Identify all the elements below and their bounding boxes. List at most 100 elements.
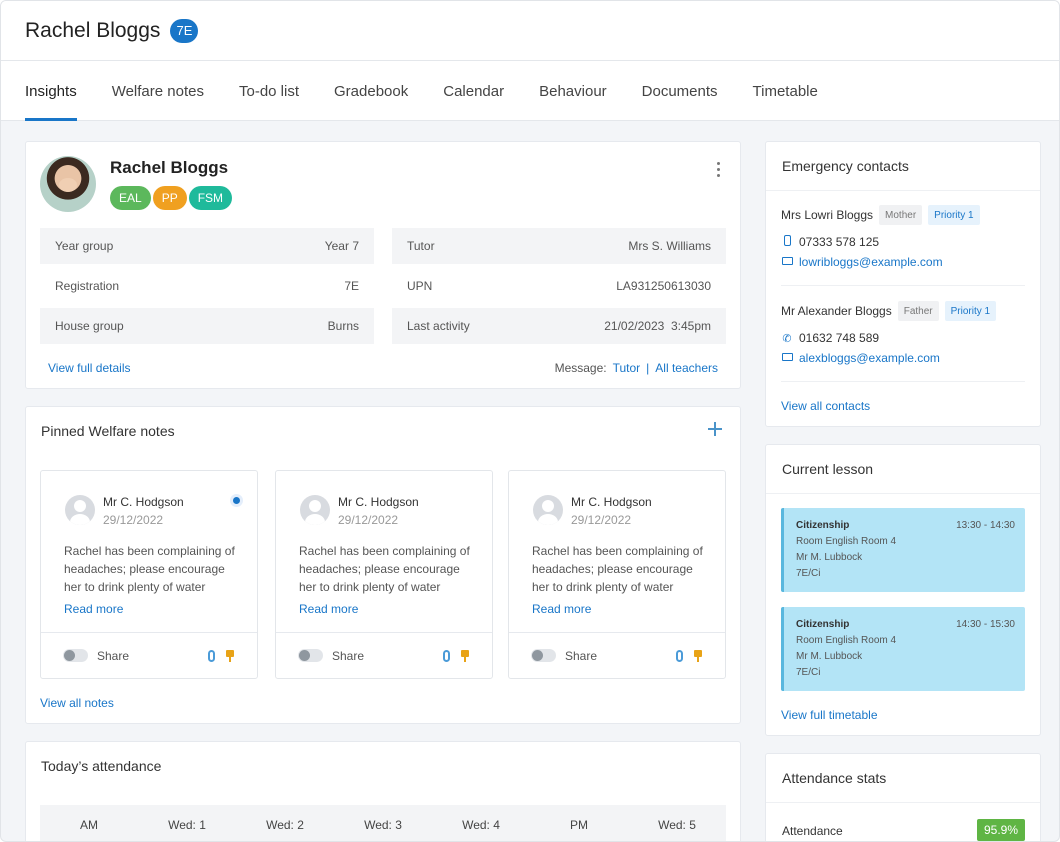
pin-icon[interactable] [460, 649, 470, 662]
note-body: Rachel has been complaining of headaches… [299, 544, 470, 594]
attendance-card: Today’s attendance AM Wed: 1 Wed: 2 Wed:… [25, 741, 741, 841]
detail-value: Burns [327, 319, 359, 333]
tab-documents[interactable]: Documents [641, 82, 718, 100]
contact-name-row: Mrs Lowri Bloggs Mother Priority 1 [781, 205, 980, 225]
divider [781, 285, 1025, 286]
detail-label: House group [55, 319, 124, 333]
detail-value: LA931250613030 [616, 279, 711, 293]
page-title: Rachel Bloggs [25, 18, 161, 42]
message-all-teachers-link[interactable]: All teachers [655, 361, 718, 375]
detail-value: 7E [344, 279, 359, 293]
detail-house-group: House group Burns [40, 308, 374, 344]
paperclip-icon[interactable] [443, 649, 450, 662]
note-body: Rachel has been complaining of headaches… [64, 544, 235, 594]
read-more-link[interactable]: Read more [64, 602, 124, 616]
note-footer: Share [41, 632, 257, 678]
detail-label: Registration [55, 279, 120, 293]
share-toggle[interactable] [298, 649, 323, 662]
lesson-room: Room English Room 4 [796, 536, 897, 547]
read-more-link[interactable]: Read more [532, 602, 592, 616]
add-note-icon[interactable] [708, 422, 722, 436]
lesson-title: Current lesson [782, 461, 874, 477]
chip-eal: EAL [110, 186, 151, 210]
view-full-details-link[interactable]: View full details [48, 361, 131, 375]
page-header: Rachel Bloggs 7E [1, 1, 1059, 61]
tab-welfare-notes[interactable]: Welfare notes [111, 82, 204, 100]
contact-name: Mrs Lowri Bloggs [781, 208, 874, 222]
attendance-header-row: AM Wed: 1 Wed: 2 Wed: 3 Wed: 4 PM Wed: 5 [40, 805, 726, 841]
attendance-column-header: Wed: 3 [364, 818, 402, 832]
detail-year-group: Year group Year 7 [40, 228, 374, 264]
view-all-contacts-link[interactable]: View all contacts [781, 399, 871, 413]
lesson-time: 13:30 - 14:30 [956, 520, 1015, 531]
tab-timetable[interactable]: Timetable [752, 82, 818, 100]
pin-icon[interactable] [225, 649, 235, 662]
lesson-group: 7E/Ci [796, 667, 821, 678]
contact-phone-row: 07333 578 125 [781, 235, 879, 249]
lesson-subject: Citizenship [796, 520, 850, 531]
share-toggle[interactable] [531, 649, 556, 662]
note-date: 29/12/2022 [103, 513, 164, 527]
detail-label: Tutor [407, 239, 435, 253]
message-row: Message: Tutor | All teachers [555, 361, 718, 375]
attendance-stats-card: Attendance stats Attendance 95.9% [765, 753, 1041, 841]
chip-fsm: FSM [188, 186, 233, 210]
tab-calendar[interactable]: Calendar [443, 82, 505, 100]
tab-gradebook[interactable]: Gradebook [334, 82, 409, 100]
share-toggle[interactable] [63, 649, 88, 662]
contact-email-row: alexbloggs@example.com [781, 351, 940, 365]
lesson-room: Room English Room 4 [796, 635, 897, 646]
tab-to-do-list[interactable]: To-do list [238, 82, 300, 100]
lesson-block[interactable]: Citizenship 13:30 - 14:30 Room English R… [781, 508, 1025, 592]
paperclip-icon[interactable] [208, 649, 215, 662]
paperclip-icon[interactable] [676, 649, 683, 662]
lesson-group: 7E/Ci [796, 568, 821, 579]
note-date: 29/12/2022 [338, 513, 399, 527]
attendance-percentage-badge: 95.9% [976, 819, 1025, 841]
note-footer: Share [509, 632, 725, 678]
stats-label: Attendance [782, 824, 843, 838]
note-body: Rachel has been complaining of headaches… [532, 544, 703, 594]
view-full-timetable-link[interactable]: View full timetable [781, 708, 878, 722]
divider [766, 802, 1040, 803]
chip-pp: PP [152, 186, 187, 210]
current-lesson-card: Current lesson Citizenship 13:30 - 14:30… [765, 444, 1041, 736]
tab-behaviour[interactable]: Behaviour [539, 82, 607, 100]
emergency-title: Emergency contacts [782, 158, 909, 174]
author-avatar-icon [533, 495, 563, 525]
welfare-note: Mr C. Hodgson 29/12/2022 Rachel has been… [275, 470, 493, 679]
lesson-teacher: Mr M. Lubbock [796, 552, 863, 563]
attendance-column-header: Wed: 4 [462, 818, 500, 832]
author-avatar-icon [65, 495, 95, 525]
detail-tutor: Tutor Mrs S. Williams [392, 228, 726, 264]
view-all-notes-link[interactable]: View all notes [40, 696, 114, 710]
divider [781, 381, 1025, 382]
read-more-link[interactable]: Read more [299, 602, 359, 616]
contact-phone: 07333 578 125 [799, 235, 880, 249]
contact-phone: 01632 748 589 [799, 331, 880, 345]
detail-value: 21/02/2023 3:45pm [604, 319, 711, 333]
welfare-title: Pinned Welfare notes [41, 423, 175, 439]
detail-last-activity: Last activity 21/02/2023 3:45pm [392, 308, 726, 344]
pin-icon[interactable] [693, 649, 703, 662]
note-date: 29/12/2022 [571, 513, 632, 527]
relation-tag: Father [897, 301, 939, 321]
attendance-column-header: Wed: 2 [266, 818, 304, 832]
tab-insights[interactable]: Insights [25, 61, 77, 121]
contact-email-link[interactable]: alexbloggs@example.com [799, 351, 940, 365]
contact-email-row: lowribloggs@example.com [781, 255, 943, 269]
message-tutor-link[interactable]: Tutor [612, 361, 641, 375]
contact-email-link[interactable]: lowribloggs@example.com [799, 255, 943, 269]
detail-label: UPN [407, 279, 433, 293]
more-options-icon[interactable] [712, 162, 724, 180]
welfare-note: Mr C. Hodgson 29/12/2022 Rachel has been… [40, 470, 258, 679]
lesson-block[interactable]: Citizenship 14:30 - 15:30 Room English R… [781, 607, 1025, 691]
tab-bar: Insights Welfare notes To-do list Gradeb… [1, 61, 1059, 121]
priority-tag: Priority 1 [944, 301, 997, 321]
note-footer: Share [276, 632, 492, 678]
message-separator: | [646, 361, 650, 375]
relation-tag: Mother [879, 205, 923, 225]
share-label: Share [332, 648, 365, 663]
email-icon [781, 353, 793, 361]
note-author: Mr C. Hodgson [571, 495, 652, 509]
